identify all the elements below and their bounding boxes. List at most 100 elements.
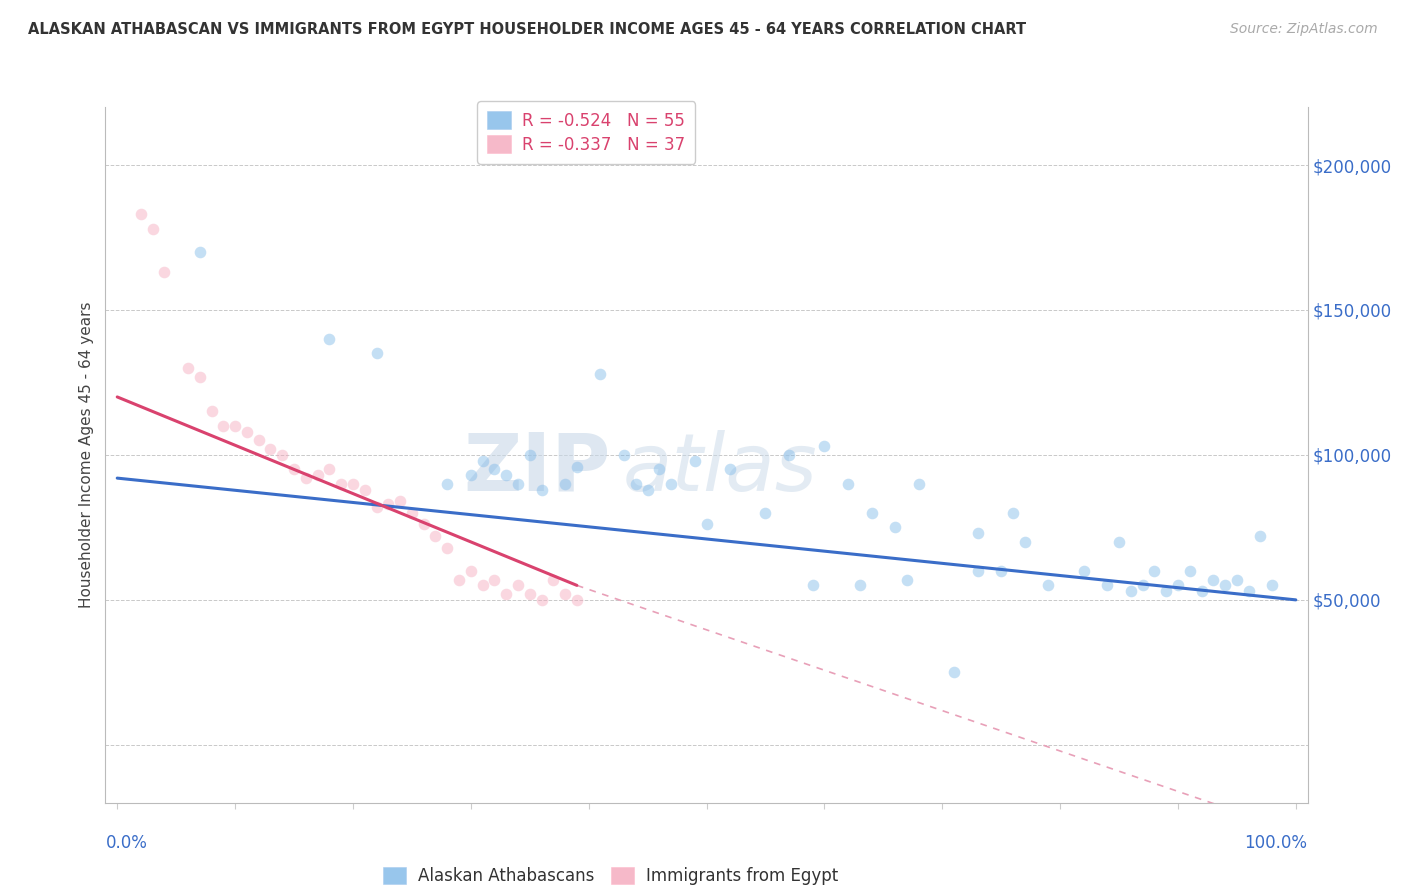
Point: [401, 506, 423, 520]
Point: [460, 468, 482, 483]
Point: [1097, 578, 1119, 592]
Point: [990, 564, 1012, 578]
Point: [1167, 578, 1189, 592]
Point: [554, 587, 576, 601]
Point: [259, 442, 281, 456]
Point: [896, 573, 918, 587]
Point: [506, 476, 529, 491]
Point: [153, 265, 176, 279]
Point: [718, 462, 741, 476]
Point: [212, 419, 235, 434]
Point: [471, 578, 494, 592]
Point: [624, 476, 647, 491]
Point: [1132, 578, 1154, 592]
Point: [613, 448, 636, 462]
Point: [366, 500, 388, 514]
Point: [659, 476, 682, 491]
Point: [460, 564, 482, 578]
Point: [1202, 573, 1225, 587]
Point: [1261, 578, 1284, 592]
Point: [1143, 564, 1166, 578]
Point: [342, 476, 364, 491]
Point: [177, 361, 200, 376]
Point: [637, 483, 659, 497]
Point: [471, 453, 494, 467]
Point: [188, 244, 211, 259]
Text: ALASKAN ATHABASCAN VS IMMIGRANTS FROM EGYPT HOUSEHOLDER INCOME AGES 45 - 64 YEAR: ALASKAN ATHABASCAN VS IMMIGRANTS FROM EG…: [28, 22, 1026, 37]
Point: [495, 587, 517, 601]
Point: [506, 578, 529, 592]
Y-axis label: Householder Income Ages 45 - 64 years: Householder Income Ages 45 - 64 years: [79, 301, 94, 608]
Point: [200, 404, 222, 418]
Point: [425, 529, 447, 543]
Point: [1108, 534, 1130, 549]
Point: [530, 483, 553, 497]
Point: [318, 332, 340, 346]
Point: [554, 476, 576, 491]
Point: [366, 346, 388, 360]
Point: [188, 369, 211, 384]
Point: [1014, 534, 1036, 549]
Point: [283, 462, 305, 476]
Point: [1249, 529, 1271, 543]
Point: [484, 573, 506, 587]
Point: [318, 462, 340, 476]
Point: [519, 587, 541, 601]
Point: [1154, 584, 1177, 599]
Point: [860, 506, 883, 520]
Point: [778, 448, 800, 462]
Point: [966, 564, 988, 578]
Point: [589, 367, 612, 381]
Point: [224, 419, 246, 434]
Point: [484, 462, 506, 476]
Point: [696, 517, 718, 532]
Point: [848, 578, 870, 592]
Text: Source: ZipAtlas.com: Source: ZipAtlas.com: [1230, 22, 1378, 37]
Point: [1119, 584, 1142, 599]
Point: [565, 592, 588, 607]
Point: [683, 453, 706, 467]
Point: [295, 471, 318, 485]
Point: [1001, 506, 1024, 520]
Point: [907, 476, 929, 491]
Point: [1038, 578, 1060, 592]
Point: [1237, 584, 1260, 599]
Point: [543, 573, 565, 587]
Point: [813, 439, 835, 453]
Point: [1191, 584, 1213, 599]
Point: [754, 506, 776, 520]
Point: [389, 494, 412, 508]
Point: [436, 476, 458, 491]
Point: [307, 468, 329, 483]
Point: [495, 468, 517, 483]
Text: 0.0%: 0.0%: [105, 834, 148, 852]
Text: ZIP: ZIP: [463, 430, 610, 508]
Point: [142, 222, 165, 236]
Point: [412, 517, 434, 532]
Point: [353, 483, 375, 497]
Point: [648, 462, 671, 476]
Point: [519, 448, 541, 462]
Point: [236, 425, 259, 439]
Point: [801, 578, 824, 592]
Point: [247, 434, 270, 448]
Point: [1213, 578, 1236, 592]
Point: [436, 541, 458, 555]
Point: [837, 476, 859, 491]
Point: [565, 459, 588, 474]
Point: [943, 665, 966, 680]
Point: [1226, 573, 1249, 587]
Point: [330, 476, 353, 491]
Point: [1073, 564, 1095, 578]
Point: [1178, 564, 1201, 578]
Point: [966, 526, 988, 541]
Legend: Alaskan Athabascans, Immigrants from Egypt: Alaskan Athabascans, Immigrants from Egy…: [375, 861, 845, 892]
Point: [447, 573, 470, 587]
Point: [271, 448, 294, 462]
Text: atlas: atlas: [623, 430, 817, 508]
Point: [377, 497, 399, 511]
Text: 100.0%: 100.0%: [1244, 834, 1308, 852]
Point: [129, 207, 152, 221]
Point: [884, 520, 907, 534]
Point: [530, 592, 553, 607]
